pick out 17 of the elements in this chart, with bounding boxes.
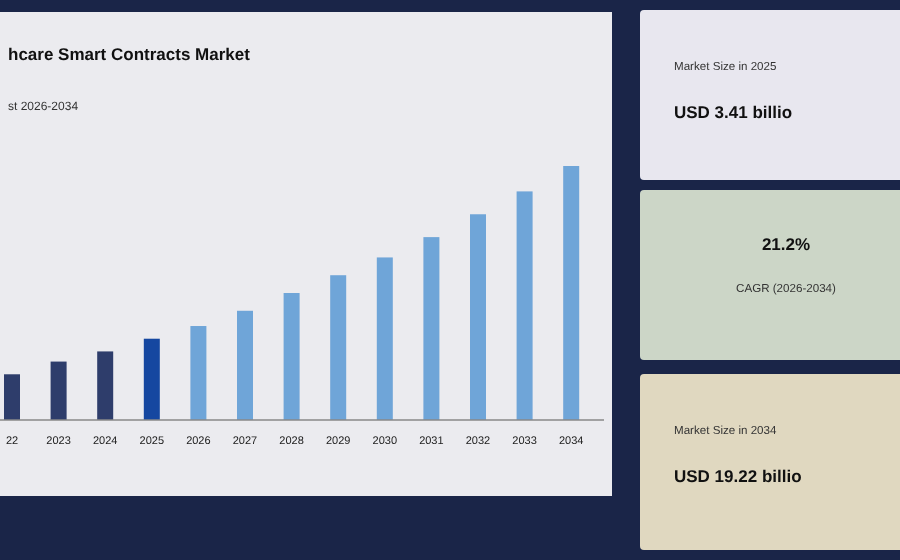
bar	[423, 237, 440, 420]
bar	[143, 338, 160, 420]
bar	[237, 310, 253, 420]
bar	[190, 326, 207, 420]
text: USD 19.22 billio	[674, 466, 802, 486]
text: USD 3.41 billio	[674, 102, 793, 122]
bar	[376, 257, 393, 420]
chart-title: hcare Smart Contracts Market	[8, 44, 251, 64]
bar	[563, 166, 580, 420]
text: 21.2%	[761, 234, 811, 254]
bar	[283, 293, 300, 420]
bar	[97, 351, 114, 420]
bar	[470, 214, 486, 420]
bar	[4, 374, 20, 420]
bar	[516, 191, 533, 420]
bar	[330, 275, 347, 420]
bar	[50, 361, 67, 420]
